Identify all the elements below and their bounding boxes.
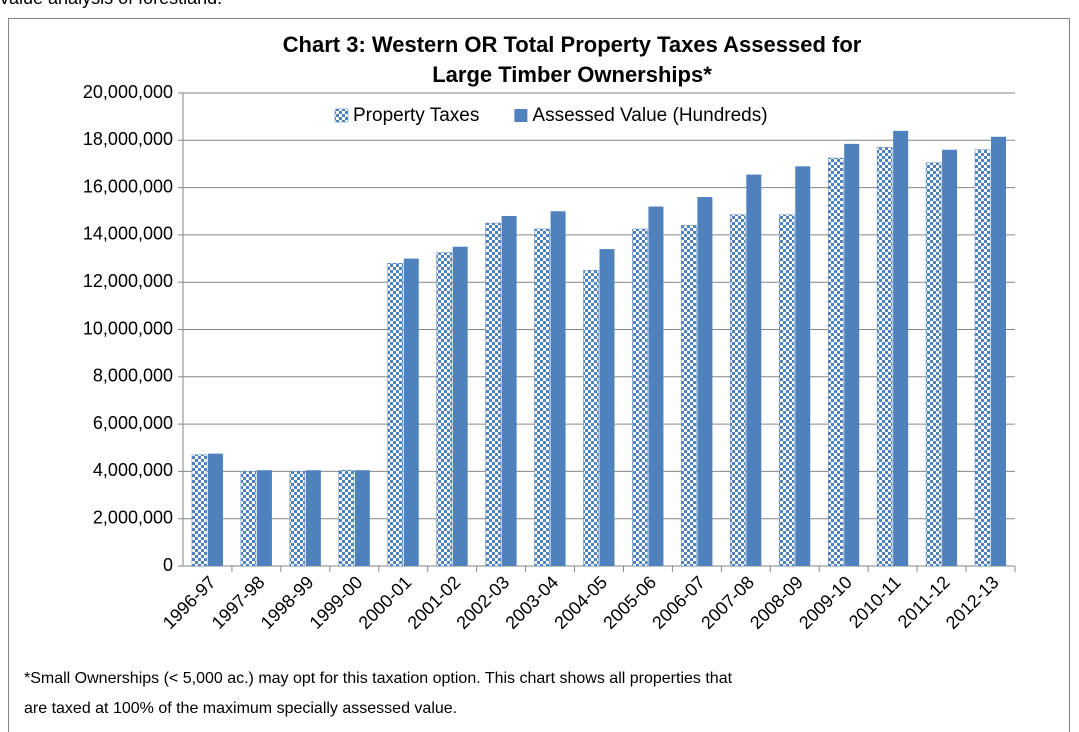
bar [876,147,893,567]
bar [991,136,1007,566]
bar [534,228,550,567]
bar [305,470,321,566]
chart-border [8,18,1070,732]
x-tick-label: 1997-98 [208,572,269,633]
bar [338,469,355,567]
x-tick-label: 1996-97 [159,572,220,633]
bar [893,130,909,566]
bar [697,197,713,566]
bar [844,143,860,566]
x-tick-label: 2007-08 [697,572,758,633]
y-tick-label: 16,000,000 [83,176,173,196]
bar [354,470,370,566]
chart-title: Large Timber Ownerships* [432,62,712,87]
bar [240,471,257,567]
y-tick-label: 0 [163,555,173,575]
y-tick-label: 8,000,000 [93,366,173,386]
bar [256,470,272,566]
x-tick-label: 1998-99 [257,572,318,633]
bar [207,453,223,566]
legend-label: Property Taxes [353,105,479,126]
x-tick-label: 2009-10 [795,572,856,633]
x-tick-label: 2005-06 [599,572,660,633]
bar [191,454,208,567]
bar [289,471,306,567]
legend-label: Assessed Value (Hundreds) [532,105,767,126]
x-tick-label: 2001-02 [404,572,465,633]
bar [974,149,991,567]
x-tick-label: 2008-09 [746,572,807,633]
y-tick-label: 20,000,000 [83,82,173,102]
x-tick-label: 1999-00 [306,572,367,633]
bar [599,249,615,566]
y-tick-label: 12,000,000 [83,271,173,291]
bar [387,263,403,567]
bar [827,157,844,567]
y-tick-label: 14,000,000 [83,224,173,244]
bar [485,222,501,567]
bar [583,270,599,567]
bar [795,166,811,566]
x-tick-label: 2002-03 [452,572,513,633]
bar [436,252,452,567]
bar [779,214,795,567]
x-tick-label: 2004-05 [550,572,611,633]
bar [730,214,746,567]
bar [746,174,762,566]
bar [648,206,664,566]
chart-title: Chart 3: Western OR Total Property Taxes… [283,32,862,57]
footnote: are taxed at 100% of the maximum special… [24,700,457,717]
y-tick-label: 10,000,000 [83,318,173,338]
x-tick-label: 2003-04 [501,572,562,633]
bar [550,211,566,566]
legend-swatch [334,108,349,123]
bar [942,149,958,566]
footnote: *Small Ownerships (< 5,000 ac.) may opt … [24,670,733,687]
x-tick-label: 2006-07 [648,572,709,633]
bar [452,246,468,566]
bar [925,162,942,567]
y-tick-label: 6,000,000 [93,413,173,433]
bar [501,215,517,567]
y-tick-label: 2,000,000 [93,507,173,527]
bar [632,228,648,567]
legend-swatch [514,109,528,122]
bar [681,225,697,567]
x-tick-label: 2000-01 [355,572,416,633]
x-tick-label: 2010-11 [845,572,905,632]
heading: value analysis of forestland. [0,0,222,8]
y-tick-label: 4,000,000 [93,460,173,480]
y-tick-label: 18,000,000 [83,129,173,149]
x-tick-label: 2012-13 [942,572,1003,633]
bar [403,258,419,566]
